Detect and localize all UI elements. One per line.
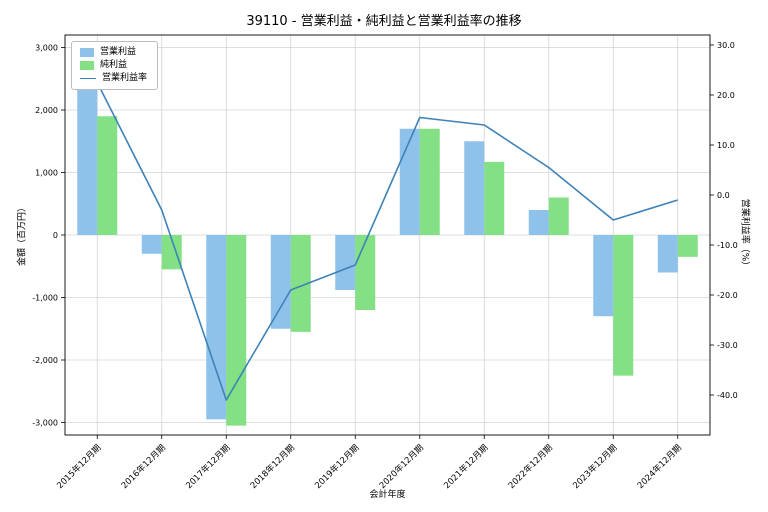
legend-label-operating-profit: 営業利益 (100, 47, 137, 57)
svg-text:0: 0 (53, 231, 58, 240)
legend-swatch-net-profit-icon (80, 61, 94, 70)
svg-text:-1,000: -1,000 (32, 293, 58, 302)
legend-label-net-profit: 純利益 (100, 60, 128, 70)
x-axis-label: 会計年度 (369, 490, 406, 500)
svg-text:2022年12月期: 2022年12月期 (506, 442, 555, 491)
legend-swatch-operating-margin-icon (80, 78, 96, 79)
legend-item-operating-margin: 営業利益率 (80, 74, 147, 83)
svg-text:2023年12月期: 2023年12月期 (571, 442, 620, 491)
svg-text:2020年12月期: 2020年12月期 (377, 442, 426, 491)
svg-text:2,000: 2,000 (35, 106, 58, 115)
svg-text:2015年12月期: 2015年12月期 (55, 442, 104, 491)
svg-text:-10.0: -10.0 (717, 241, 738, 250)
svg-text:-2,000: -2,000 (32, 356, 58, 365)
svg-text:2024年12月期: 2024年12月期 (635, 442, 684, 491)
legend-label-operating-margin: 営業利益率 (102, 73, 148, 83)
svg-text:-3,000: -3,000 (32, 418, 58, 427)
svg-text:20.0: 20.0 (717, 91, 735, 100)
legend-item-net-profit: 純利益 (80, 61, 147, 70)
svg-text:-20.0: -20.0 (717, 291, 738, 300)
svg-text:2021年12月期: 2021年12月期 (442, 442, 491, 491)
svg-text:10.0: 10.0 (717, 141, 735, 150)
legend-item-operating-profit: 営業利益 (80, 48, 147, 57)
chart-title: 39110 - 営業利益・純利益と営業利益率の推移 (246, 14, 522, 29)
y-axis-label-right: 営業利益率（%） (739, 198, 750, 271)
svg-text:3,000: 3,000 (35, 43, 58, 52)
svg-text:2019年12月期: 2019年12月期 (313, 442, 362, 491)
svg-text:2016年12月期: 2016年12月期 (119, 442, 168, 491)
svg-text:-30.0: -30.0 (717, 341, 738, 350)
chart-legend: 営業利益 純利益 営業利益率 (71, 41, 159, 90)
svg-text:2017年12月期: 2017年12月期 (184, 442, 233, 491)
svg-text:2018年12月期: 2018年12月期 (248, 442, 297, 491)
legend-swatch-operating-profit-icon (80, 48, 94, 57)
svg-text:0.0: 0.0 (717, 191, 730, 200)
svg-text:-40.0: -40.0 (717, 391, 738, 400)
svg-text:1,000: 1,000 (35, 168, 58, 177)
y-axis-label-left: 金額（百万円） (17, 203, 28, 267)
svg-text:30.0: 30.0 (717, 41, 735, 50)
